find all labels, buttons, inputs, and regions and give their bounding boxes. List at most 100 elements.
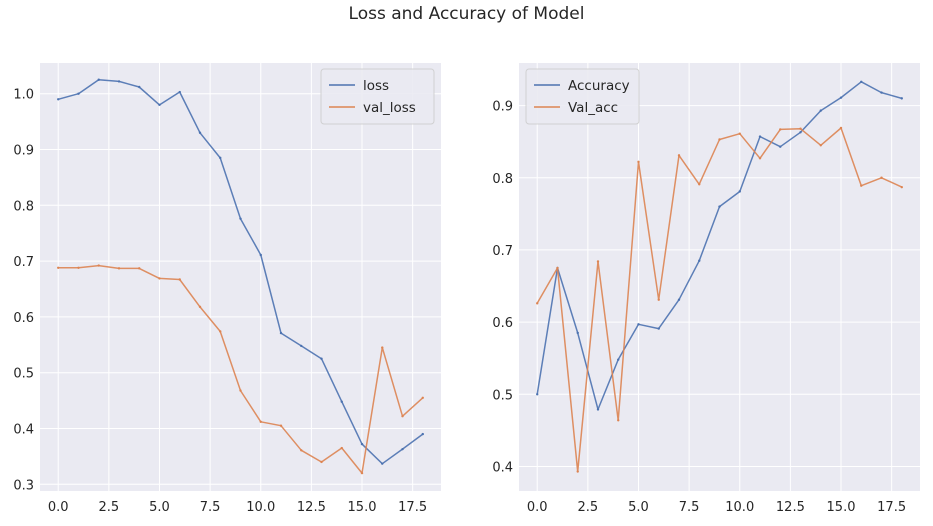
data-point-loss: [57, 98, 60, 101]
data-point-val_acc: [576, 470, 579, 473]
data-point-accuracy: [758, 135, 762, 138]
data-point-accuracy: [779, 145, 782, 148]
data-point-val_loss: [421, 396, 424, 400]
data-point-val_acc: [900, 185, 903, 189]
y-tick-label: 0.6: [492, 316, 513, 331]
y-tick-label: 0.8: [13, 199, 34, 214]
data-point-loss: [401, 447, 404, 451]
x-tick-label: 5.0: [149, 500, 170, 515]
data-point-loss: [138, 85, 141, 89]
data-point-accuracy: [617, 358, 620, 361]
data-point-loss: [300, 344, 303, 348]
data-point-accuracy: [596, 408, 600, 411]
x-tick-label: 12.5: [297, 500, 326, 515]
x-tick-label: 15.0: [827, 500, 856, 515]
data-point-val_acc: [819, 144, 822, 147]
data-point-loss: [219, 156, 222, 160]
data-point-accuracy: [819, 109, 822, 112]
data-point-loss: [178, 90, 181, 94]
data-point-val_acc: [738, 132, 741, 135]
data-point-val_loss: [138, 267, 141, 270]
data-point-val_acc: [758, 157, 762, 160]
legend-label-accuracy: Accuracy: [568, 78, 630, 94]
data-point-accuracy: [900, 97, 903, 100]
x-tick-label: 2.5: [99, 500, 120, 515]
y-tick-label: 0.9: [13, 143, 34, 158]
data-point-accuracy: [718, 205, 721, 208]
data-point-accuracy: [738, 190, 741, 193]
data-point-val_loss: [360, 471, 364, 475]
legend-box: [525, 68, 640, 125]
y-tick-label: 0.6: [13, 311, 34, 326]
x-tick-label: 15.0: [348, 500, 377, 515]
data-point-loss: [421, 432, 424, 436]
data-point-val_loss: [178, 278, 181, 281]
data-point-accuracy: [677, 298, 681, 301]
data-point-val_acc: [596, 260, 600, 263]
data-point-accuracy: [880, 91, 883, 94]
data-point-accuracy: [839, 96, 843, 99]
figure-title: Loss and Accuracy of Model: [348, 4, 585, 24]
x-tick-label: 17.5: [398, 500, 427, 515]
data-point-loss: [259, 253, 262, 257]
data-point-loss: [158, 103, 161, 107]
data-point-accuracy: [536, 393, 539, 396]
data-point-accuracy: [657, 327, 660, 330]
data-point-val_loss: [340, 446, 343, 450]
plot-area: [40, 63, 441, 491]
data-point-val_loss: [300, 449, 303, 452]
data-point-loss: [279, 331, 283, 335]
x-tick-label: 5.0: [628, 500, 649, 515]
accuracy-subplot: 0.0 2.5 5.0 7.5 10.0 12.5 15.0 17.5 0.4 0.5 0.6 0.7…: [492, 63, 920, 515]
x-tick-label: 10.0: [246, 500, 275, 515]
data-point-val_acc: [880, 176, 883, 179]
loss-subplot: 0.0 2.5 5.0 7.5 10.0 12.5 15.0 17.5 0.3 0.4 0.5 0.6…: [13, 63, 441, 515]
data-point-val_acc: [657, 298, 660, 301]
data-point-val_acc: [536, 302, 539, 305]
x-tick-label: 0.0: [527, 500, 548, 515]
y-tick-label: 0.9: [492, 100, 513, 115]
y-tick-label: 0.7: [492, 244, 513, 259]
data-point-val_acc: [556, 266, 559, 270]
x-tick-label: 12.5: [776, 500, 805, 515]
y-tick-label: 0.8: [492, 172, 513, 187]
x-tick-label: 17.5: [877, 500, 906, 515]
data-point-val_acc: [799, 127, 802, 130]
x-tick-label: 0.0: [48, 500, 69, 515]
y-tick-label: 0.7: [13, 255, 34, 270]
x-tick-label: 10.0: [725, 500, 754, 515]
data-point-loss: [198, 131, 202, 134]
data-point-loss: [117, 80, 121, 83]
data-point-val_loss: [279, 424, 283, 427]
legend-label-val_acc: Val_acc: [568, 100, 618, 116]
data-point-val_loss: [57, 266, 60, 269]
data-point-val_loss: [381, 346, 384, 349]
data-point-val_loss: [97, 264, 100, 267]
legend-label-loss: loss: [363, 78, 389, 94]
data-point-loss: [77, 92, 80, 95]
data-point-val_loss: [77, 266, 80, 269]
y-tick-label: 0.3: [13, 478, 34, 493]
data-point-loss: [239, 217, 242, 220]
data-point-val_acc: [839, 126, 843, 130]
legend-label-val_loss: val_loss: [363, 100, 416, 116]
y-tick-label: 0.5: [492, 388, 513, 403]
data-point-val_acc: [860, 184, 863, 187]
data-point-val_acc: [637, 160, 640, 164]
y-tick-label: 0.4: [492, 460, 513, 475]
legend-box: [320, 68, 435, 125]
data-point-val_loss: [219, 330, 222, 333]
data-point-val_loss: [158, 277, 161, 280]
data-point-loss: [340, 400, 343, 403]
x-tick-label: 2.5: [578, 500, 599, 515]
x-tick-label: 7.5: [200, 500, 221, 515]
data-point-val_loss: [320, 460, 323, 464]
data-point-accuracy: [799, 131, 802, 134]
data-point-loss: [320, 357, 323, 360]
data-point-val_loss: [198, 305, 202, 309]
data-point-loss: [381, 462, 384, 465]
data-point-val_loss: [401, 415, 404, 418]
data-point-val_acc: [617, 419, 620, 422]
y-tick-label: 1.0: [13, 88, 34, 103]
